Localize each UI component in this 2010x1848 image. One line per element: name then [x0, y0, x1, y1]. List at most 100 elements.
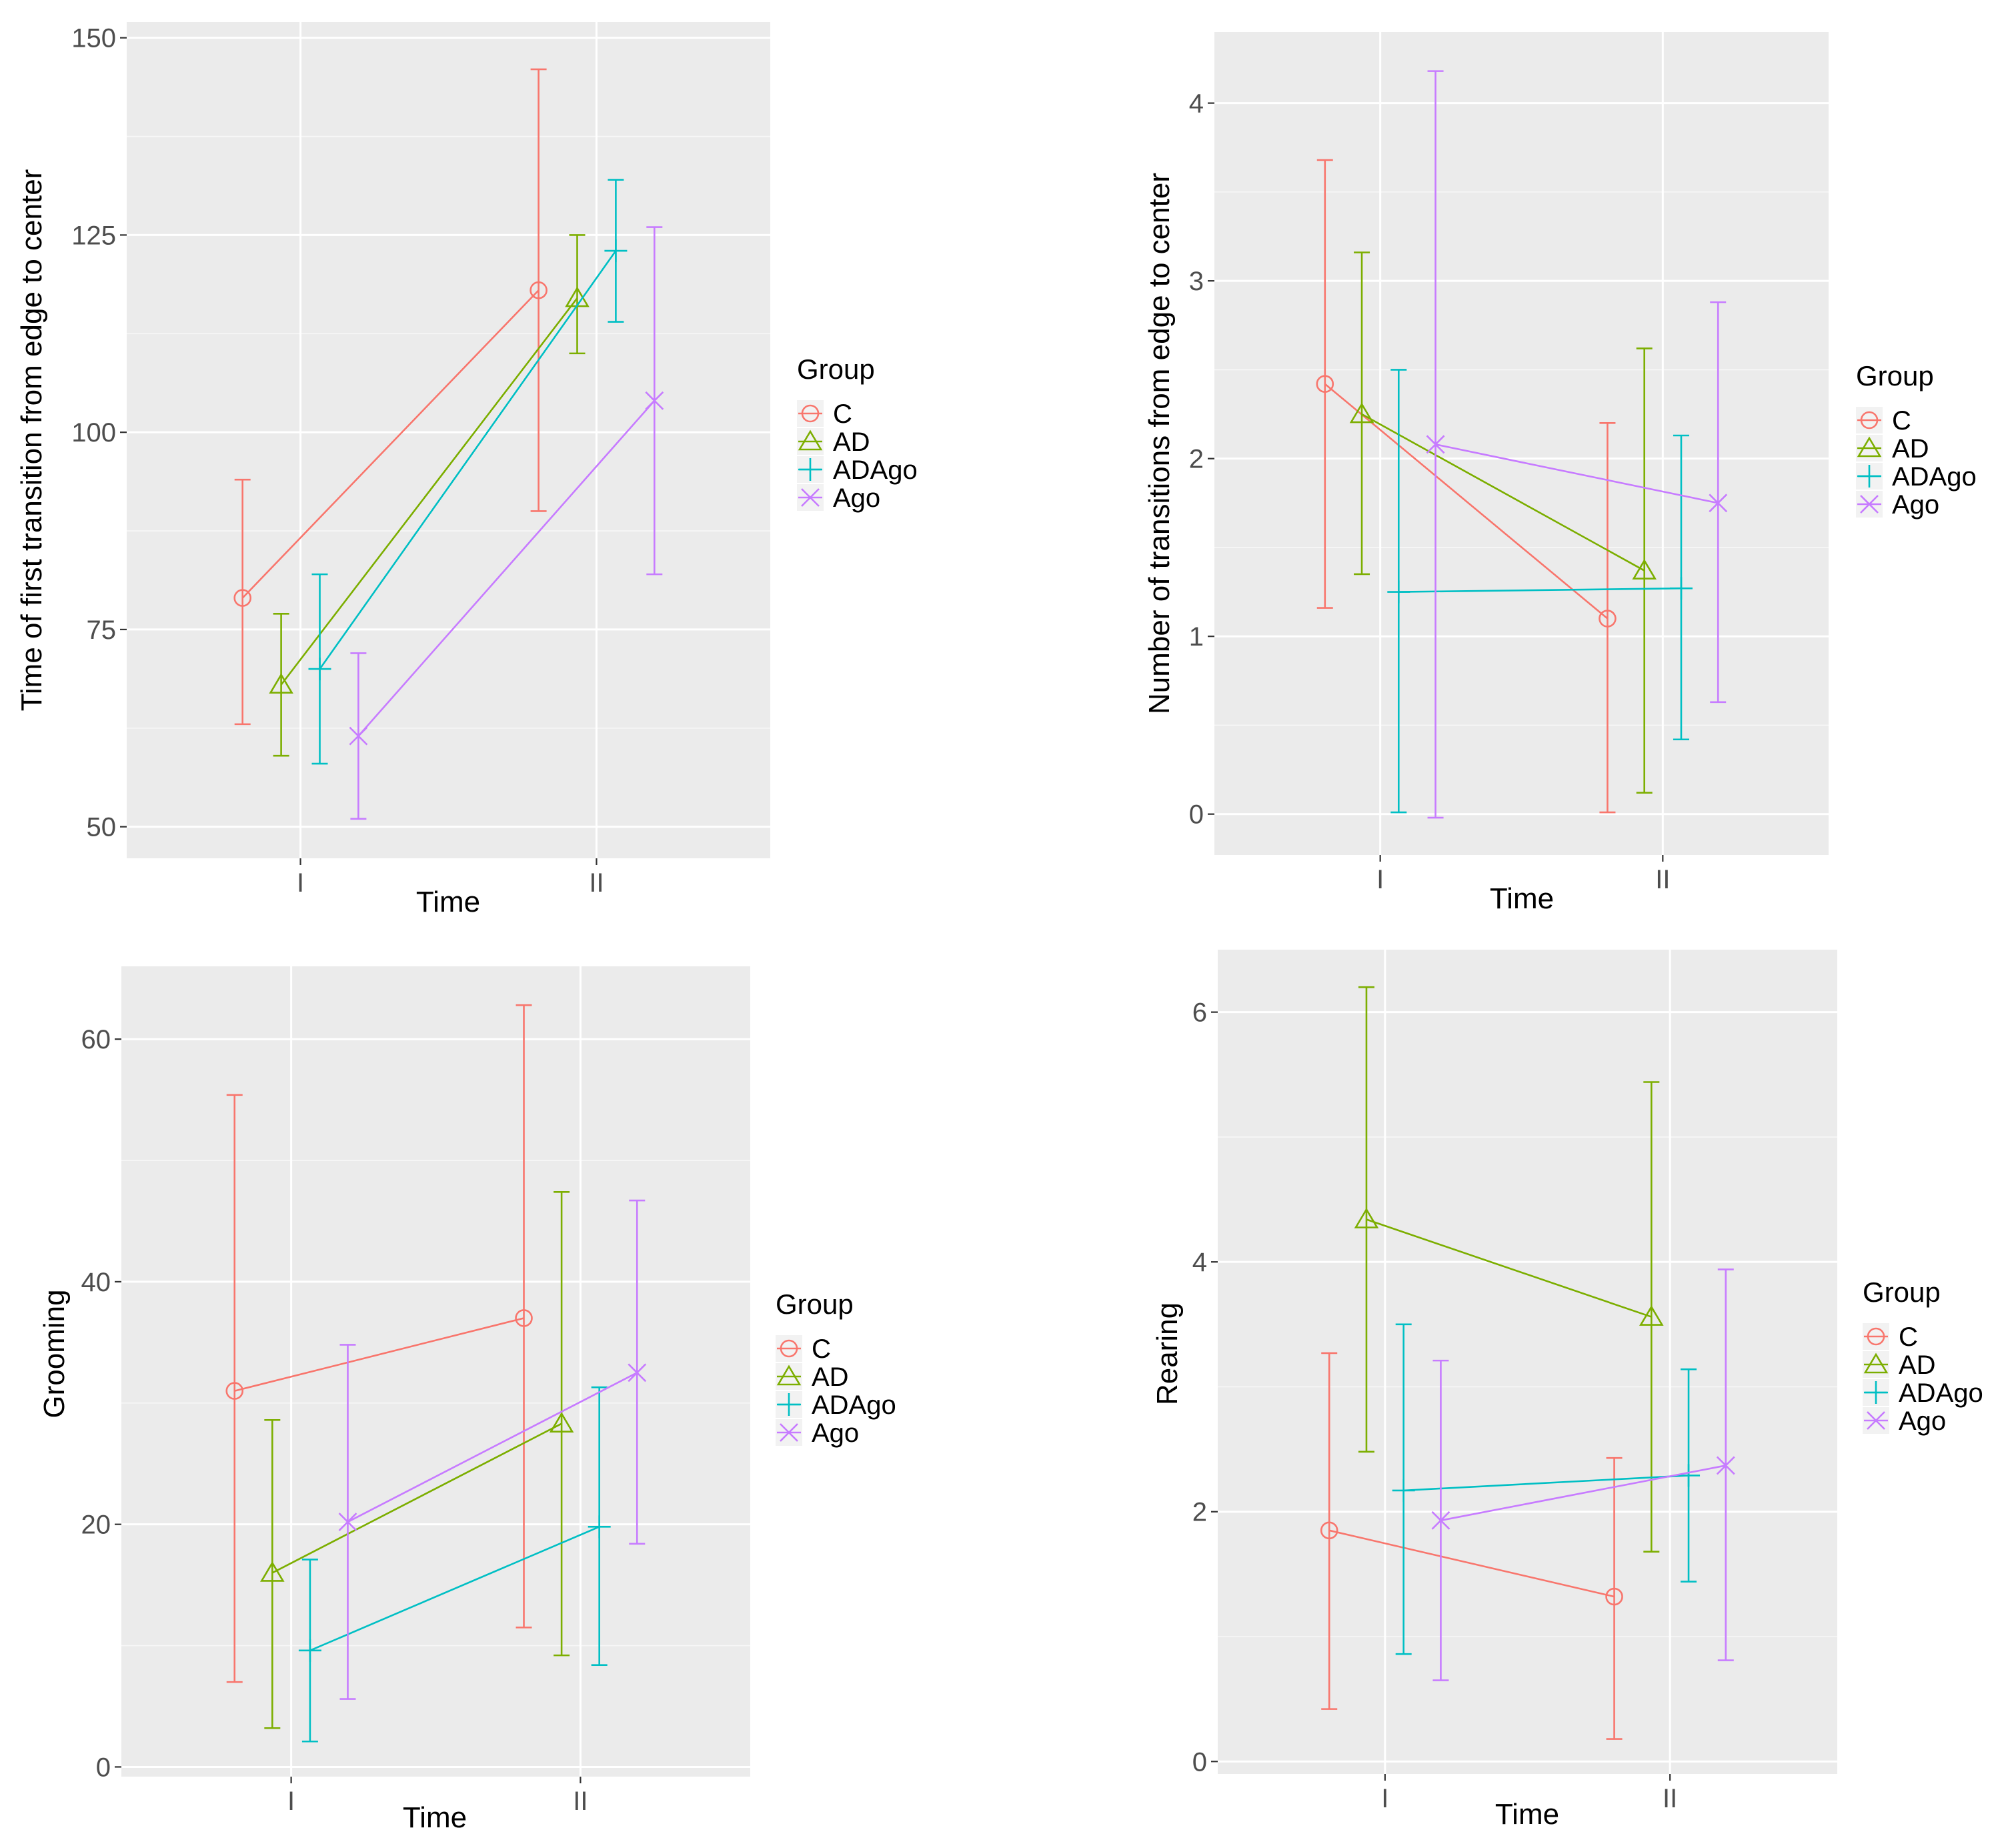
data-point-C	[1316, 375, 1334, 393]
series-line-C	[1324, 383, 1609, 620]
data-point-ADAgo	[588, 1515, 611, 1539]
legend-label-AD: AD	[1899, 1350, 1936, 1380]
data-point-AD	[269, 673, 293, 694]
data-point-Ago	[628, 1363, 647, 1382]
plot-background	[127, 22, 770, 858]
legend-title: Group	[1856, 360, 1934, 391]
y-axis-title: Rearing	[1151, 1302, 1184, 1405]
data-point-Ago	[1709, 494, 1728, 513]
y-tick-label: 4	[1192, 1248, 1207, 1277]
data-point-C	[233, 589, 252, 607]
series-AD	[1354, 986, 1664, 1553]
error-bar-C	[530, 68, 547, 512]
error-bar-C	[1316, 159, 1333, 609]
y-tick-label: 20	[81, 1511, 111, 1540]
error-bar-C	[516, 1004, 532, 1629]
legend-cross-icon	[1867, 1411, 1885, 1430]
y-tick-label: 100	[71, 418, 116, 447]
data-point-ADAgo	[1392, 1479, 1415, 1502]
error-bar-AD	[1358, 986, 1374, 1453]
plot-background	[1214, 32, 1829, 855]
data-point-ADAgo	[1387, 580, 1410, 604]
series-line-C	[234, 1317, 524, 1392]
x-axis-title: Time	[416, 886, 480, 918]
series-C	[233, 68, 548, 726]
error-bar-C	[234, 478, 251, 726]
data-point-C	[530, 281, 548, 299]
legend-plus-icon	[778, 1393, 800, 1416]
series-line-AD	[280, 297, 578, 686]
series-C	[1316, 159, 1617, 814]
data-point-C	[1599, 610, 1617, 628]
data-point-AD	[1354, 1207, 1379, 1228]
error-bar-AD	[273, 612, 289, 757]
legend-circle-icon	[1860, 411, 1879, 429]
data-point-AD	[1632, 559, 1657, 580]
data-point-C	[1605, 1587, 1623, 1606]
legend-cross-icon	[801, 488, 820, 507]
y-tick-label: 2	[1192, 1498, 1207, 1527]
legend-plus-icon	[1858, 465, 1881, 488]
series-line-ADAgo	[309, 1526, 600, 1652]
data-point-AD	[549, 1412, 574, 1433]
plot-background	[1218, 950, 1837, 1774]
legend-label-C: C	[1892, 406, 1911, 435]
series-C	[225, 1004, 533, 1683]
data-point-Ago	[1426, 435, 1445, 454]
y-axis-title: Number of transitions from edge to cente…	[1143, 173, 1176, 714]
x-tick-label: II	[573, 1787, 588, 1816]
legend-label-Ago: Ago	[812, 1419, 859, 1448]
data-point-Ago	[349, 726, 368, 746]
series-line-C	[1328, 1529, 1615, 1598]
plot-background	[121, 966, 750, 1777]
legend-title: Group	[1863, 1276, 1941, 1308]
series-AD	[1349, 251, 1657, 794]
series-line-ADAgo	[1398, 587, 1681, 593]
y-tick-label: 0	[96, 1753, 111, 1782]
y-tick-label: 6	[1192, 998, 1207, 1028]
error-bar-AD	[1636, 347, 1653, 794]
error-bar-C	[226, 1094, 243, 1683]
series-ADAgo	[1387, 369, 1693, 814]
x-tick-label: II	[1655, 865, 1670, 894]
legend-label-Ago: Ago	[833, 484, 880, 513]
data-point-ADAgo	[1677, 1464, 1701, 1487]
data-point-AD	[260, 1561, 285, 1582]
data-point-C	[225, 1382, 244, 1400]
series-line-AD	[271, 1423, 562, 1574]
legend-plus-icon	[799, 458, 822, 481]
legend-label-Ago: Ago	[1892, 490, 1939, 520]
data-point-ADAgo	[1669, 577, 1693, 600]
data-point-Ago	[1431, 1511, 1450, 1530]
y-tick-label: 75	[87, 616, 117, 645]
error-bar-C	[1599, 422, 1616, 814]
error-bar-AD	[1643, 1081, 1660, 1553]
legend-label-ADAgo: ADAgo	[833, 455, 918, 485]
x-axis-title: Time	[403, 1801, 467, 1834]
legend-label-ADAgo: ADAgo	[1899, 1378, 1983, 1408]
legend-circle-icon	[780, 1339, 798, 1358]
data-point-Ago	[338, 1513, 357, 1531]
series-line-ADAgo	[319, 250, 617, 670]
legend-label-AD: AD	[1892, 434, 1929, 464]
data-point-C	[515, 1309, 533, 1327]
legend-label-C: C	[833, 399, 852, 429]
error-bar-C	[1321, 1352, 1338, 1710]
data-point-ADAgo	[604, 239, 628, 263]
y-axis-title: Time of first transition from edge to ce…	[15, 169, 48, 712]
legend-triangle-icon	[1863, 1352, 1889, 1374]
legend-cross-icon	[1860, 495, 1879, 514]
y-tick-label: 4	[1189, 89, 1204, 119]
data-point-C	[1320, 1521, 1338, 1540]
legend-circle-icon	[801, 404, 820, 423]
data-point-ADAgo	[308, 658, 331, 681]
series-ADAgo	[308, 179, 628, 765]
series-line-Ago	[357, 399, 656, 737]
series-Ago	[338, 1199, 647, 1700]
y-tick-label: 3	[1189, 267, 1204, 296]
